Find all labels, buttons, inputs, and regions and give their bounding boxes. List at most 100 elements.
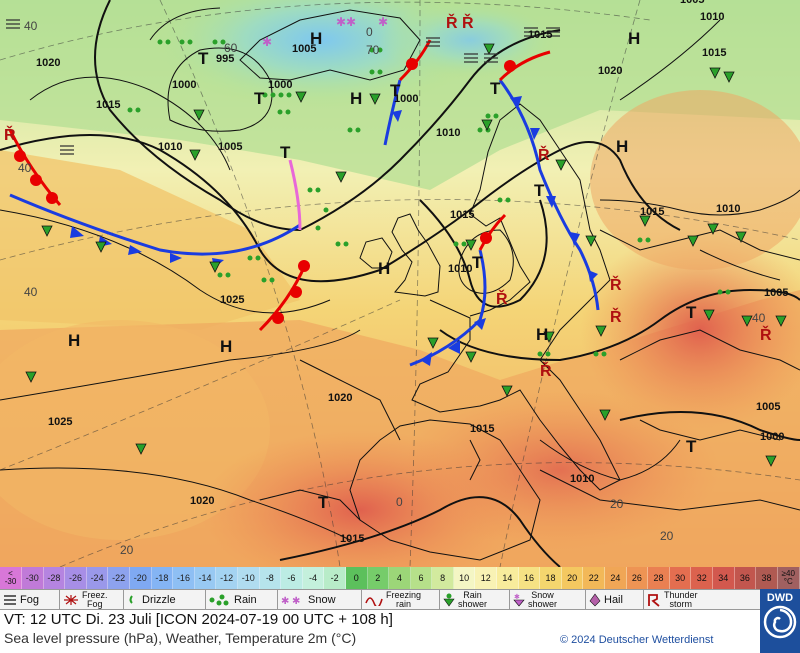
svg-text:✱: ✱ bbox=[514, 593, 520, 601]
temperature-label: 20 bbox=[120, 543, 134, 557]
scale-cell: 26 bbox=[626, 567, 649, 589]
scale-cell: -28 bbox=[43, 567, 66, 589]
warm-front-atlantic bbox=[8, 129, 310, 332]
temperature-label: 20 bbox=[610, 497, 624, 511]
pressure-label: 1005 bbox=[756, 401, 780, 413]
pressure-label: 1010 bbox=[158, 141, 182, 153]
hot-zone-mediterranean bbox=[400, 390, 720, 550]
pressure-label: 1020 bbox=[328, 392, 352, 404]
drizzle-icon bbox=[127, 594, 139, 606]
scale-cell: -10 bbox=[237, 567, 260, 589]
high-centre: H bbox=[628, 29, 640, 48]
copyright: © 2024 Deutscher Wetterdienst bbox=[560, 634, 714, 646]
occluded-front bbox=[288, 159, 302, 231]
pressure-label: 1010 bbox=[570, 473, 594, 485]
logo-text: DWD bbox=[766, 592, 794, 604]
scale-cell: 2 bbox=[367, 567, 390, 589]
scale-cell: 34 bbox=[713, 567, 735, 589]
weather-map-svg: ✱✱ ✱ ✱ Ř Ř Ř Ř Ř Ř Ř Ř Ř 1020 1015 1010 … bbox=[0, 0, 800, 567]
coastlines bbox=[239, 9, 800, 561]
svg-text:✱: ✱ bbox=[281, 596, 289, 606]
cold-zone-norway-sea bbox=[380, 0, 560, 80]
pressure-label: 1005 bbox=[764, 287, 788, 299]
scale-cell: -4 bbox=[302, 567, 325, 589]
scale-cell: 24 bbox=[605, 567, 627, 589]
cold-front-north-sea bbox=[409, 213, 507, 367]
temperature-label: 40 bbox=[24, 285, 38, 299]
pressure-label: 1015 bbox=[340, 533, 364, 545]
svg-text:Ř: Ř bbox=[4, 125, 16, 144]
high-centre: H bbox=[536, 325, 548, 344]
svg-text:✱: ✱ bbox=[262, 35, 272, 49]
svg-text:✱: ✱ bbox=[292, 596, 300, 606]
pressure-label: 1005 bbox=[680, 0, 704, 6]
legend-label: Rain bbox=[234, 593, 257, 606]
legend-label: Thunder storm bbox=[664, 589, 698, 609]
scale-max-cell: ≥40 °C bbox=[777, 567, 800, 589]
temperature-labels: 40 40 40 20 0 20 0 40 70 60 20 bbox=[18, 19, 766, 557]
scale-cell: 6 bbox=[410, 567, 433, 589]
scale-cell: -18 bbox=[151, 567, 174, 589]
scale-min-cell: < -30 bbox=[0, 567, 22, 589]
hot-zone-east bbox=[580, 230, 800, 430]
map-subtitle: Sea level pressure (hPa), Weather, Tempe… bbox=[4, 630, 357, 646]
dwd-logo[interactable]: DWD bbox=[760, 589, 800, 653]
high-centre: H bbox=[616, 137, 628, 156]
fog-symbols bbox=[6, 19, 560, 155]
pressure-label: 1005 bbox=[292, 43, 316, 55]
legend-label: Fog bbox=[20, 593, 39, 606]
legend-item-drizzle: Drizzle bbox=[124, 590, 206, 609]
scale-cell: -24 bbox=[86, 567, 109, 589]
pressure-label: 1020 bbox=[190, 495, 214, 507]
low-centre: T bbox=[534, 181, 545, 200]
low-centre: T bbox=[472, 253, 483, 272]
svg-text:✱✱: ✱✱ bbox=[336, 15, 356, 29]
cold-front-scandinavia bbox=[498, 50, 600, 311]
scale-cell: -8 bbox=[259, 567, 282, 589]
legend-item-snow: ✱ ✱ Snow bbox=[278, 590, 362, 609]
legend-label: Snow shower bbox=[528, 589, 558, 609]
low-centre: T bbox=[686, 303, 697, 322]
scale-cell: 14 bbox=[497, 567, 519, 589]
thunderstorm-symbols: Ř Ř Ř Ř Ř Ř Ř Ř Ř bbox=[4, 13, 772, 380]
scale-cell: 4 bbox=[389, 567, 411, 589]
high-centre: H bbox=[310, 29, 322, 48]
svg-text:Ř: Ř bbox=[760, 325, 772, 344]
high-centre: H bbox=[220, 337, 232, 356]
pressure-label: 1000 bbox=[394, 93, 418, 105]
temperature-label: 0 bbox=[396, 495, 403, 509]
scale-cell: 36 bbox=[734, 567, 757, 589]
svg-text:✱: ✱ bbox=[378, 15, 388, 29]
legend-item-hail: Hail bbox=[586, 590, 644, 609]
warm-zone-russia bbox=[590, 90, 800, 270]
warm-zone-atlantic bbox=[0, 150, 300, 330]
scale-cell: 20 bbox=[561, 567, 584, 589]
low-centre: T bbox=[254, 89, 265, 108]
pressure-label: 1025 bbox=[220, 294, 244, 306]
pressure-label: 1020 bbox=[36, 57, 60, 69]
front-iceland bbox=[383, 39, 432, 146]
temperature-label: 70 bbox=[366, 43, 380, 57]
scale-cell: -22 bbox=[108, 567, 130, 589]
pressure-label: 1015 bbox=[470, 423, 494, 435]
fog-icon bbox=[3, 594, 17, 606]
legend-label: Drizzle bbox=[142, 593, 176, 606]
temperature-label: 40 bbox=[24, 19, 38, 33]
pressure-label: 995 bbox=[216, 53, 234, 65]
legend-label: Freez. Fog bbox=[82, 589, 108, 609]
freezing-rain-icon bbox=[365, 594, 383, 606]
low-centre: T bbox=[198, 49, 209, 68]
scale-cell: 0 bbox=[345, 567, 368, 589]
scale-cell: -20 bbox=[129, 567, 152, 589]
legend-label: Hail bbox=[604, 593, 623, 606]
pressure-label: 1015 bbox=[640, 206, 664, 218]
pressure-label: 1010 bbox=[448, 263, 472, 275]
svg-text:Ř: Ř bbox=[540, 361, 552, 380]
low-centre: T bbox=[318, 493, 329, 512]
temperature-label: 40 bbox=[18, 161, 32, 175]
scale-cell: 30 bbox=[669, 567, 692, 589]
legend-item-rain: Rain bbox=[206, 590, 278, 609]
scale-cell: -16 bbox=[173, 567, 195, 589]
rain-shower-symbols bbox=[25, 43, 787, 467]
scale-cell: 8 bbox=[432, 567, 454, 589]
